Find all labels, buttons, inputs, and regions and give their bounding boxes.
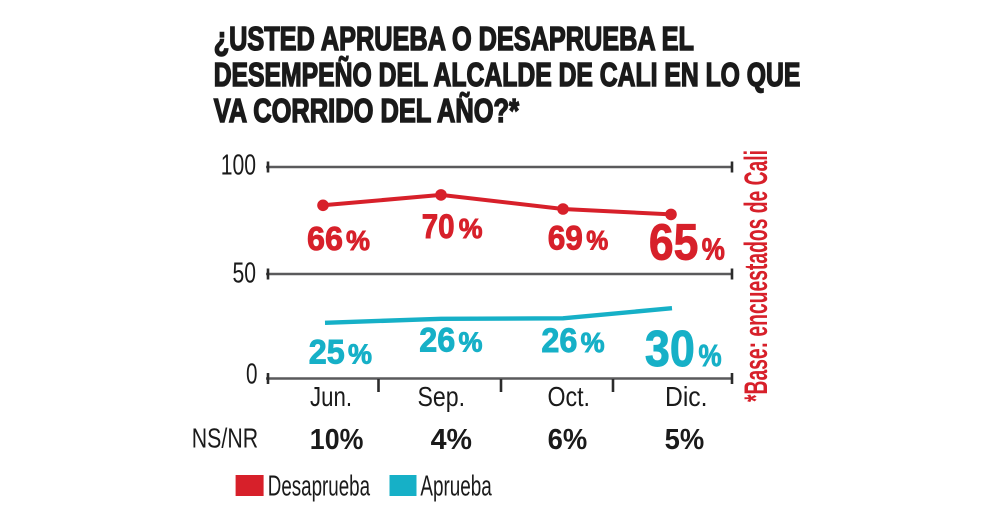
- svg-text:50: 50: [233, 258, 257, 290]
- svg-text:5%: 5%: [665, 424, 705, 456]
- svg-text:Desaprueba: Desaprueba: [268, 470, 371, 502]
- svg-text:Aprueba: Aprueba: [420, 470, 492, 502]
- svg-text:70: 70: [422, 208, 455, 246]
- svg-text:%: %: [699, 338, 722, 373]
- svg-text:Jun.: Jun.: [310, 381, 352, 412]
- svg-text:DESEMPEÑO DEL ALCALDE DE CALI: DESEMPEÑO DEL ALCALDE DE CALI EN LO QUE: [214, 56, 801, 93]
- svg-text:%: %: [459, 327, 483, 358]
- svg-text:30: 30: [645, 320, 695, 377]
- svg-text:%: %: [346, 225, 370, 256]
- svg-text:*Base: encuestados de Cali: *Base: encuestados de Cali: [738, 150, 774, 402]
- svg-text:25: 25: [309, 334, 345, 372]
- svg-text:100: 100: [221, 150, 256, 182]
- svg-text:Oct.: Oct.: [548, 381, 591, 412]
- svg-text:6%: 6%: [548, 424, 588, 456]
- svg-text:%: %: [586, 226, 608, 256]
- svg-text:0: 0: [246, 359, 258, 391]
- svg-text:NS/NR: NS/NR: [192, 422, 258, 453]
- svg-text:%: %: [702, 232, 725, 267]
- svg-text:VA CORRIDO DEL AÑO?*: VA CORRIDO DEL AÑO?*: [214, 92, 519, 129]
- svg-text:Dic.: Dic.: [665, 381, 708, 412]
- svg-text:%: %: [459, 213, 483, 244]
- svg-text:65: 65: [649, 214, 699, 271]
- svg-text:4%: 4%: [431, 424, 472, 456]
- svg-text:69: 69: [548, 220, 583, 258]
- svg-text:Sep.: Sep.: [418, 381, 466, 412]
- svg-text:%: %: [348, 339, 372, 370]
- svg-text:10%: 10%: [310, 424, 364, 456]
- svg-text:66: 66: [307, 220, 343, 257]
- svg-text:¿USTED APRUEBA O DESAPRUEBA EL: ¿USTED APRUEBA O DESAPRUEBA EL: [214, 20, 694, 57]
- svg-text:26: 26: [419, 322, 455, 360]
- svg-text:26: 26: [541, 322, 577, 360]
- svg-text:%: %: [581, 327, 605, 358]
